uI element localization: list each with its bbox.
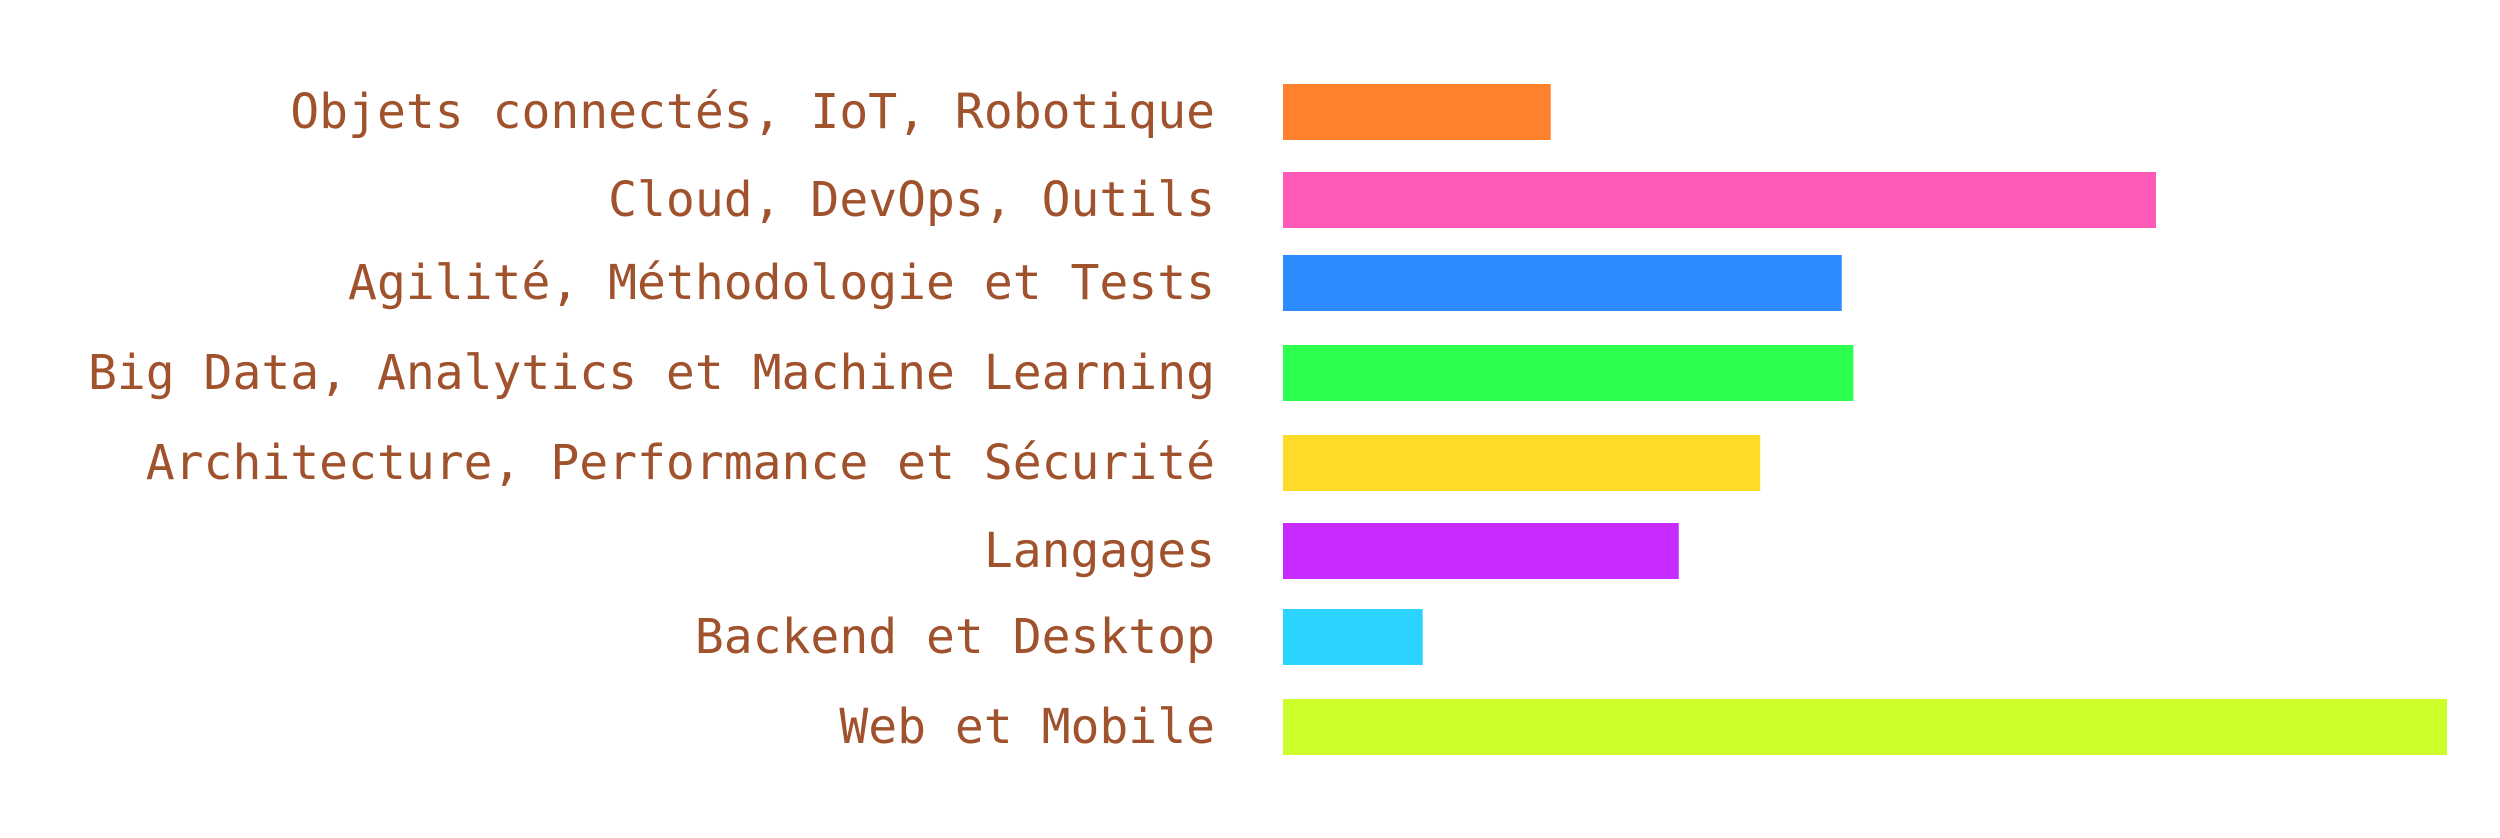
bars (1283, 84, 2447, 755)
category-label: Agilité, Méthodologie et Tests (348, 255, 1215, 311)
bar (1283, 172, 2156, 228)
category-label: Langages (984, 523, 1215, 579)
bar (1283, 435, 1761, 491)
bar (1283, 345, 1854, 401)
category-labels: Objets connectés, IoT, Robotique Cloud, D… (88, 84, 1215, 755)
category-label: Objets connectés, IoT, Robotique (290, 84, 1215, 140)
bar (1283, 255, 1842, 311)
bar (1283, 84, 1551, 140)
category-label: Architecture, Performance et Sécurité (146, 435, 1215, 491)
category-label: Web et Mobile (839, 699, 1215, 755)
bar (1283, 699, 2447, 755)
category-label: Backend et Desktop (695, 609, 1215, 665)
bar (1283, 609, 1423, 665)
bar (1283, 523, 1679, 579)
category-label: Cloud, DevOps, Outils (608, 172, 1215, 228)
category-label: Big Data, Analytics et Machine Learning (88, 345, 1215, 401)
